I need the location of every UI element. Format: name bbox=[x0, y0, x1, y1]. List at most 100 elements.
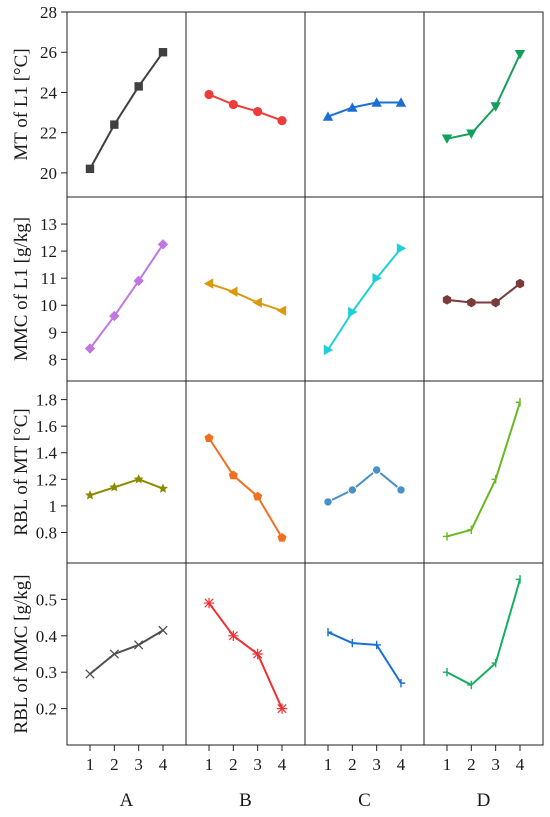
point-row2-C-4 bbox=[396, 243, 407, 254]
row-2-ytick-label: 11 bbox=[41, 269, 57, 288]
point-row4-D-1 bbox=[442, 668, 448, 677]
xtick-label-B-4: 4 bbox=[278, 755, 287, 774]
point-row3-B-3 bbox=[253, 491, 263, 501]
line-row3-B bbox=[208, 437, 283, 539]
row-1-ytick-label: 20 bbox=[40, 164, 57, 183]
series-row3-C bbox=[323, 465, 406, 507]
line-row4-A bbox=[89, 629, 164, 675]
point-row1-B-4 bbox=[277, 115, 287, 126]
row-1-ytick-label: 26 bbox=[40, 43, 57, 62]
xtick-label-C-2: 2 bbox=[348, 755, 357, 774]
row-1-ytick-label: 22 bbox=[40, 124, 57, 143]
point-row4-C-2 bbox=[351, 638, 357, 648]
point-row4-C-4 bbox=[400, 678, 406, 688]
line-row4-C bbox=[327, 631, 402, 684]
column-label-A: A bbox=[120, 790, 134, 811]
row-4-ytick-label: 0.3 bbox=[36, 663, 57, 682]
line-row2-D bbox=[446, 282, 521, 304]
point-row3-D-3 bbox=[491, 475, 497, 484]
point-row4-D-2 bbox=[467, 680, 473, 690]
point-row2-A-4 bbox=[157, 239, 169, 250]
panel-r4-c2 bbox=[185, 562, 306, 746]
point-row1-C-4 bbox=[395, 97, 407, 107]
series-row2-A bbox=[84, 239, 169, 354]
point-row3-C-2 bbox=[347, 485, 358, 495]
panel-r3-c1 bbox=[66, 380, 187, 564]
column-label-B: B bbox=[239, 790, 252, 811]
row-3-ytick-label: 1.2 bbox=[36, 470, 57, 489]
xtick-label-D-2: 2 bbox=[467, 755, 476, 774]
point-row1-B-1 bbox=[204, 89, 214, 100]
panel-r4-c3 bbox=[304, 562, 425, 746]
point-row3-B-1 bbox=[204, 433, 214, 443]
point-row4-D-4 bbox=[515, 575, 521, 584]
xtick-label-C-3: 3 bbox=[372, 755, 381, 774]
point-row2-D-3 bbox=[491, 297, 500, 308]
panel-r1-c2 bbox=[185, 11, 306, 198]
point-row3-B-4 bbox=[277, 532, 287, 542]
point-row2-D-1 bbox=[442, 295, 452, 305]
point-row2-C-3 bbox=[372, 272, 382, 284]
panel-r2-c3 bbox=[304, 196, 425, 382]
row-3-ytick-label: 1.4 bbox=[36, 444, 58, 463]
point-row1-D-1 bbox=[441, 134, 453, 144]
row-3-ytick-label: 1 bbox=[49, 497, 58, 516]
row-3-ytick-label: 1.6 bbox=[36, 417, 57, 436]
point-row1-D-4 bbox=[514, 50, 526, 60]
row-1-ytick-label: 28 bbox=[40, 3, 57, 22]
point-row1-D-2 bbox=[466, 129, 477, 139]
xtick-label-B-2: 2 bbox=[229, 755, 238, 774]
series-row2-B bbox=[203, 278, 287, 316]
series-row4-B bbox=[203, 597, 288, 714]
row-3-ytick-label: 0.8 bbox=[36, 523, 57, 542]
point-row4-B-1 bbox=[203, 597, 215, 609]
point-row3-A-1 bbox=[85, 490, 95, 500]
row-3-ytick-label: 1.8 bbox=[36, 391, 57, 410]
point-row1-A-1 bbox=[85, 164, 95, 174]
xtick-label-D-1: 1 bbox=[443, 755, 452, 774]
line-row1-A bbox=[89, 51, 164, 170]
panel-r2-c4 bbox=[423, 196, 544, 382]
point-row2-A-1 bbox=[84, 343, 96, 354]
panel-r2-c2 bbox=[185, 196, 306, 382]
point-row3-A-3 bbox=[133, 474, 144, 484]
row-2-ylabel: MMC of L1 [g/kg] bbox=[11, 217, 32, 361]
point-row1-A-3 bbox=[134, 82, 143, 91]
line-row2-C bbox=[327, 247, 402, 351]
line-row4-B bbox=[208, 602, 283, 710]
series-row1-A bbox=[85, 48, 168, 174]
point-row2-B-1 bbox=[203, 278, 214, 289]
row-2-ytick-label: 10 bbox=[40, 296, 57, 315]
series-row4-A bbox=[85, 625, 168, 679]
line-row1-B bbox=[208, 93, 283, 122]
column-label-C: C bbox=[358, 790, 371, 811]
panel-r4-c4 bbox=[423, 562, 544, 746]
point-row2-C-1 bbox=[323, 344, 334, 356]
series-row3-B bbox=[204, 433, 287, 542]
xtick-label-A-2: 2 bbox=[110, 755, 119, 774]
panel-r1-c4 bbox=[423, 11, 544, 198]
row-1-ylabel: MT of L1 [°C] bbox=[11, 48, 32, 160]
series-row1-C bbox=[322, 97, 407, 121]
line-row2-A bbox=[89, 243, 164, 350]
row-4-ytick-label: 0.5 bbox=[36, 590, 57, 609]
panel-r4-c1 bbox=[66, 562, 187, 746]
row-2-ytick-label: 9 bbox=[49, 323, 58, 342]
line-row1-D bbox=[446, 53, 521, 140]
panel-r2-c1 bbox=[66, 196, 187, 382]
series-row2-D bbox=[442, 278, 525, 308]
point-row3-D-1 bbox=[442, 532, 448, 541]
row-4-ytick-label: 0.2 bbox=[36, 700, 57, 719]
point-row2-B-4 bbox=[276, 305, 287, 316]
xtick-label-C-1: 1 bbox=[324, 755, 333, 774]
panel-r3-c3 bbox=[304, 380, 425, 564]
point-row2-D-2 bbox=[467, 297, 476, 308]
point-row1-D-3 bbox=[490, 102, 501, 112]
panel-r3-c2 bbox=[185, 380, 306, 564]
series-row3-A bbox=[85, 474, 168, 500]
point-row4-A-3 bbox=[134, 640, 144, 650]
point-row3-A-4 bbox=[158, 483, 168, 493]
row-3-ylabel: RBL of MT [°C] bbox=[11, 408, 32, 535]
line-row2-B bbox=[208, 282, 283, 312]
